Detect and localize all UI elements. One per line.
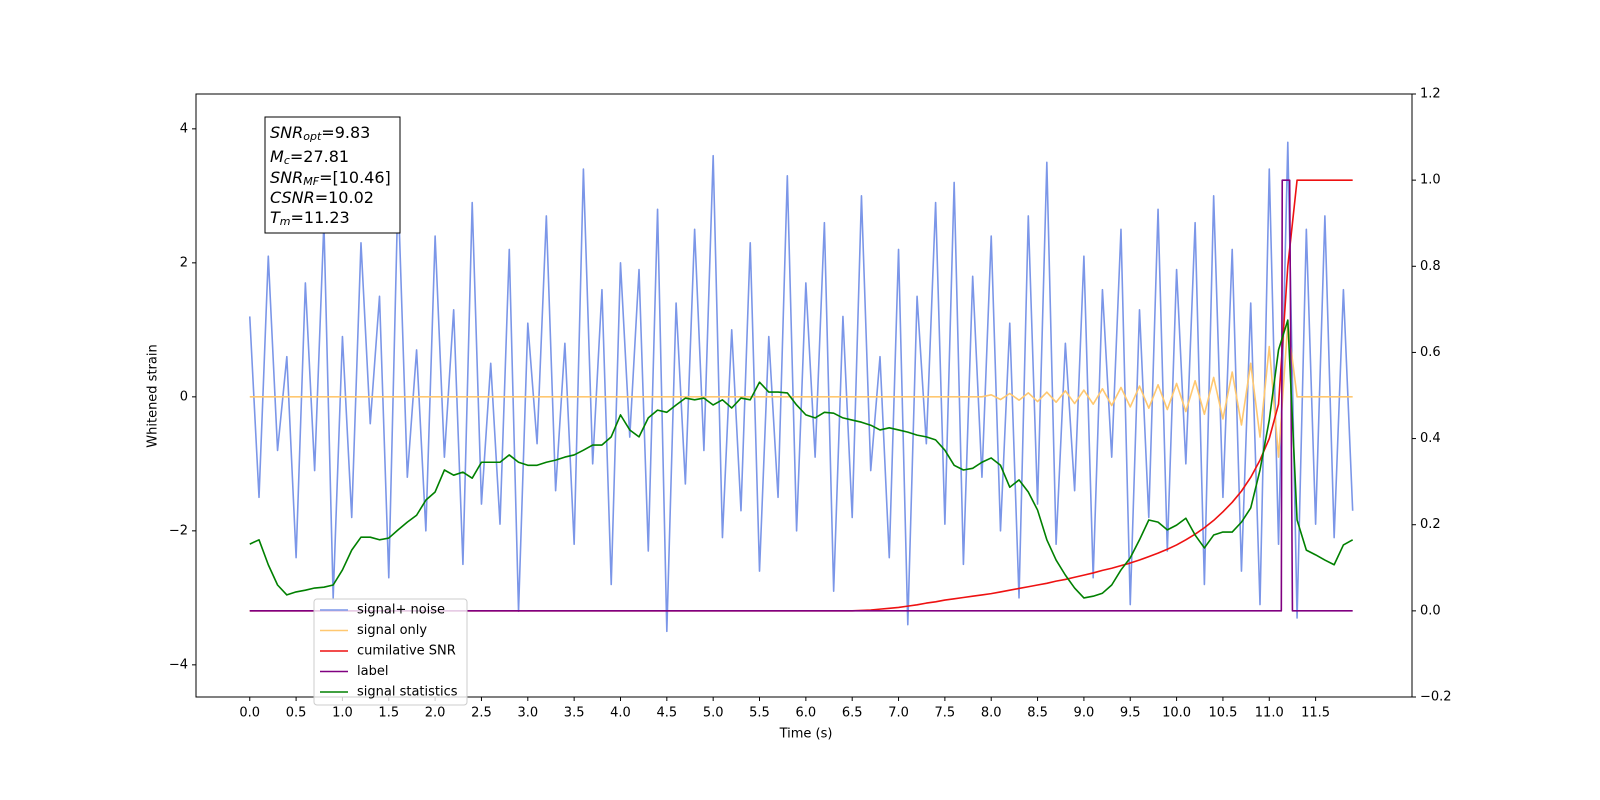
y-tick-label: 0 bbox=[180, 389, 188, 404]
x-tick-label: 9.0 bbox=[1074, 706, 1095, 721]
annotation-line: Tm=11.23 bbox=[270, 208, 350, 229]
annotation-symbol: CSNR bbox=[270, 188, 315, 207]
y-tick-label: −2 bbox=[169, 523, 188, 538]
annotation-line: SNRMF=[10.46] bbox=[270, 168, 391, 189]
y2-tick-label: 0.6 bbox=[1420, 345, 1441, 360]
annotation-symbol: M bbox=[270, 147, 284, 166]
y2-tick-label: 0.2 bbox=[1420, 517, 1441, 532]
annotation-box: SNRopt=9.83Mc=27.81SNRMF=[10.46]CSNR=10.… bbox=[264, 116, 401, 234]
legend-frame bbox=[313, 598, 468, 706]
annotation-line: CSNR=10.02 bbox=[270, 188, 374, 207]
x-tick-label: 10.0 bbox=[1162, 706, 1191, 721]
y-tick-label: 2 bbox=[180, 255, 188, 270]
x-tick-label: 1.5 bbox=[378, 706, 399, 721]
annotation-subscript: m bbox=[280, 215, 291, 228]
annotation-line: SNRopt=9.83 bbox=[270, 123, 370, 144]
legend-label: cumilative SNR bbox=[357, 644, 456, 659]
plot-area bbox=[248, 141, 1354, 633]
y2-tick-label: 0.4 bbox=[1420, 431, 1441, 446]
x-tick-label: 3.5 bbox=[564, 706, 585, 721]
annotation-value: =27.81 bbox=[290, 147, 349, 166]
x-tick-label: 8.0 bbox=[981, 706, 1002, 721]
annotation-line: Mc=27.81 bbox=[270, 147, 349, 168]
annotation-subscript: opt bbox=[303, 130, 322, 143]
x-tick-label: 7.5 bbox=[935, 706, 956, 721]
legend-label: signal only bbox=[357, 623, 427, 638]
x-tick-label: 9.5 bbox=[1120, 706, 1141, 721]
x-tick-label: 4.0 bbox=[610, 706, 631, 721]
annotation-symbol: SNR bbox=[270, 168, 303, 187]
series-line bbox=[248, 141, 1354, 633]
y-tick-label: 4 bbox=[180, 121, 188, 136]
x-tick-label: 7.0 bbox=[888, 706, 909, 721]
series-line bbox=[249, 319, 1354, 599]
legend-label: signal+ noise bbox=[357, 603, 445, 618]
x-tick-label: 3.0 bbox=[517, 706, 538, 721]
axes-frame bbox=[195, 93, 1413, 698]
x-tick-label: 6.0 bbox=[796, 706, 817, 721]
x-tick-label: 8.5 bbox=[1027, 706, 1048, 721]
series-line bbox=[249, 322, 1353, 458]
x-tick-label: 10.5 bbox=[1208, 706, 1237, 721]
x-tick-label: 5.5 bbox=[749, 706, 770, 721]
annotation-subscript: c bbox=[284, 154, 290, 167]
y-tick-label: −4 bbox=[169, 657, 188, 672]
annotation-value: =[10.46] bbox=[319, 168, 391, 187]
legend-label: signal statistics bbox=[357, 685, 458, 700]
annotation-frame bbox=[264, 116, 401, 234]
y2-tick-label: 0.8 bbox=[1420, 259, 1441, 274]
x-tick-label: 2.0 bbox=[425, 706, 446, 721]
y2-tick-label: −0.2 bbox=[1420, 690, 1452, 705]
x-tick-label: 5.0 bbox=[703, 706, 724, 721]
legend-label: label bbox=[357, 664, 388, 679]
x-tick-label: 2.5 bbox=[471, 706, 492, 721]
x-tick-label: 11.0 bbox=[1255, 706, 1284, 721]
annotation-symbol: SNR bbox=[270, 123, 303, 142]
annotation-value: =9.83 bbox=[321, 123, 370, 142]
y2-tick-label: 0.0 bbox=[1420, 603, 1441, 618]
x-tick-label: 0.0 bbox=[239, 706, 260, 721]
annotation-subscript: MF bbox=[303, 175, 319, 188]
x-tick-label: 6.5 bbox=[842, 706, 863, 721]
x-axis-label: Time (s) bbox=[779, 727, 833, 742]
x-tick-label: 0.5 bbox=[286, 706, 307, 721]
y-axis-label: Whitened strain bbox=[146, 344, 161, 447]
x-tick-label: 1.0 bbox=[332, 706, 353, 721]
annotation-symbol: T bbox=[270, 208, 281, 227]
y2-tick-label: 1.2 bbox=[1420, 87, 1441, 102]
annotation-value: =11.23 bbox=[291, 208, 350, 227]
x-tick-label: 4.5 bbox=[656, 706, 677, 721]
legend: signal+ noise signal only cumilative SNR la… bbox=[313, 598, 468, 706]
x-tick-label: 11.5 bbox=[1301, 706, 1330, 721]
y2-tick-label: 1.0 bbox=[1420, 173, 1441, 188]
series-line bbox=[249, 179, 1353, 612]
annotation-value: =10.02 bbox=[315, 188, 374, 207]
